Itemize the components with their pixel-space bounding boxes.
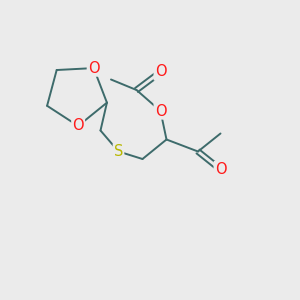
Text: S: S [114,144,123,159]
Text: O: O [215,162,226,177]
Text: O: O [72,118,84,134]
Text: O: O [155,103,166,118]
Text: O: O [155,64,166,80]
Text: O: O [88,61,100,76]
